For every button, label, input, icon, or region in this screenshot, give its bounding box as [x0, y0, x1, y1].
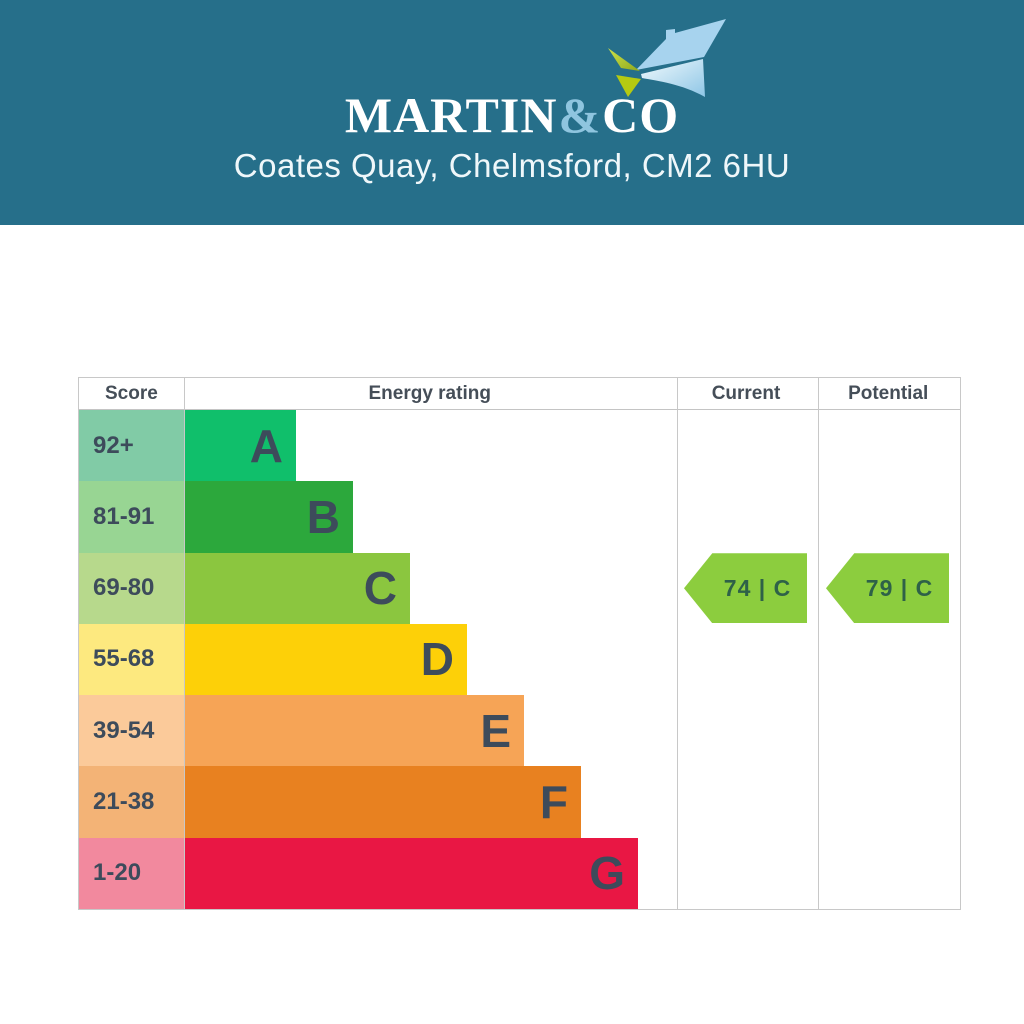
- martinco-logo-icon: [608, 19, 726, 97]
- band-row: 21-38 F: [79, 766, 960, 838]
- brand-co: CO: [602, 87, 680, 143]
- band-row: 39-54 E: [79, 695, 960, 767]
- rating-bar: F: [184, 766, 581, 838]
- band-row: 92+ A: [79, 410, 960, 482]
- score-range: 69-80: [79, 552, 184, 624]
- column-header-score: Score: [104, 382, 158, 404]
- rating-bar: E: [184, 695, 524, 767]
- band-row: 81-91 B: [79, 481, 960, 553]
- epc-band-rows: 92+ A 81-91 B 69-80 C 55-68 D 39-54: [79, 410, 960, 909]
- divider-current-potential: [818, 378, 819, 909]
- rating-letter: B: [306, 490, 340, 543]
- rating-bar: D: [184, 623, 467, 696]
- rating-letter: C: [363, 562, 397, 615]
- brand-ampersand: &: [558, 87, 602, 143]
- score-range: 39-54: [79, 695, 184, 767]
- band-row: 55-68 D: [79, 623, 960, 696]
- score-range: 1-20: [79, 837, 184, 909]
- current-rating-arrow: 74 | C: [684, 553, 807, 624]
- rating-letter: F: [539, 776, 568, 829]
- column-header-potential: Potential: [848, 382, 929, 404]
- property-address: Coates Quay, Chelmsford, CM2 6HU: [233, 147, 791, 184]
- brand-banner: MARTIN&CO Coates Quay, Chelmsford, CM2 6…: [0, 0, 1024, 225]
- score-range: 55-68: [79, 623, 184, 696]
- column-header-current: Current: [711, 382, 781, 404]
- rating-letter: A: [249, 419, 283, 472]
- rating-bar: B: [184, 481, 353, 553]
- band-row: 1-20 G: [79, 837, 960, 909]
- score-range: 92+: [79, 410, 184, 482]
- rating-bar: A: [184, 410, 296, 482]
- epc-header-row: Score Energy rating Current Potential: [79, 378, 960, 410]
- potential-rating-arrow: 79 | C: [826, 553, 949, 624]
- rating-letter: E: [480, 704, 511, 757]
- divider-rating-current: [677, 378, 678, 909]
- rating-bar: C: [184, 552, 410, 624]
- divider-score-rating: [184, 378, 185, 909]
- brand-title: MARTIN&CO: [0, 88, 1024, 143]
- rating-bar-track: A: [184, 410, 960, 482]
- score-range: 81-91: [79, 481, 184, 553]
- rating-bar-track: E: [184, 695, 960, 767]
- rating-bar-track: D: [184, 623, 960, 696]
- column-header-energy-rating: Energy rating: [368, 382, 491, 404]
- rating-letter: G: [589, 847, 625, 900]
- epc-rating-table: Score Energy rating Current Potential 92…: [78, 377, 961, 910]
- brand-martin: MARTIN: [344, 87, 558, 143]
- rating-letter: D: [420, 633, 454, 686]
- rating-bar-track: F: [184, 766, 960, 838]
- rating-bar: G: [184, 837, 638, 909]
- rating-bar-track: G: [184, 837, 960, 909]
- score-range: 21-38: [79, 766, 184, 838]
- rating-bar-track: B: [184, 481, 960, 553]
